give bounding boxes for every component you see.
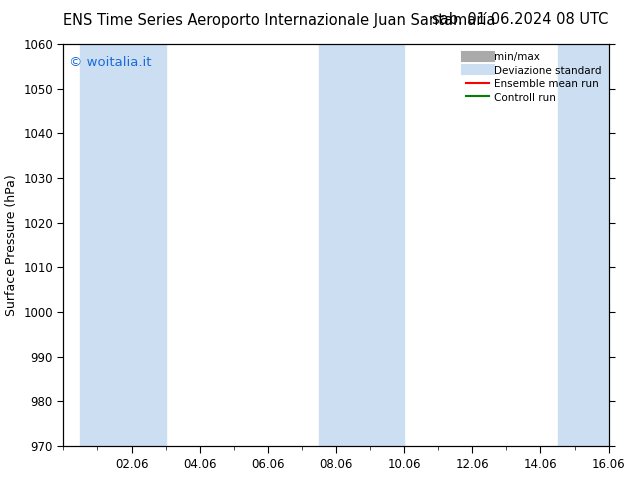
Bar: [81, 44, 165, 446]
Y-axis label: Surface Pressure (hPa): Surface Pressure (hPa): [4, 174, 18, 316]
Legend: min/max, Deviazione standard, Ensemble mean run, Controll run: min/max, Deviazione standard, Ensemble m…: [463, 49, 604, 105]
Bar: [319, 44, 404, 446]
Text: sab. 01.06.2024 08 UTC: sab. 01.06.2024 08 UTC: [432, 12, 609, 27]
Bar: [557, 44, 626, 446]
Text: ENS Time Series Aeroporto Internazionale Juan Santamaría: ENS Time Series Aeroporto Internazionale…: [63, 12, 496, 28]
Text: © woitalia.it: © woitalia.it: [69, 56, 152, 69]
